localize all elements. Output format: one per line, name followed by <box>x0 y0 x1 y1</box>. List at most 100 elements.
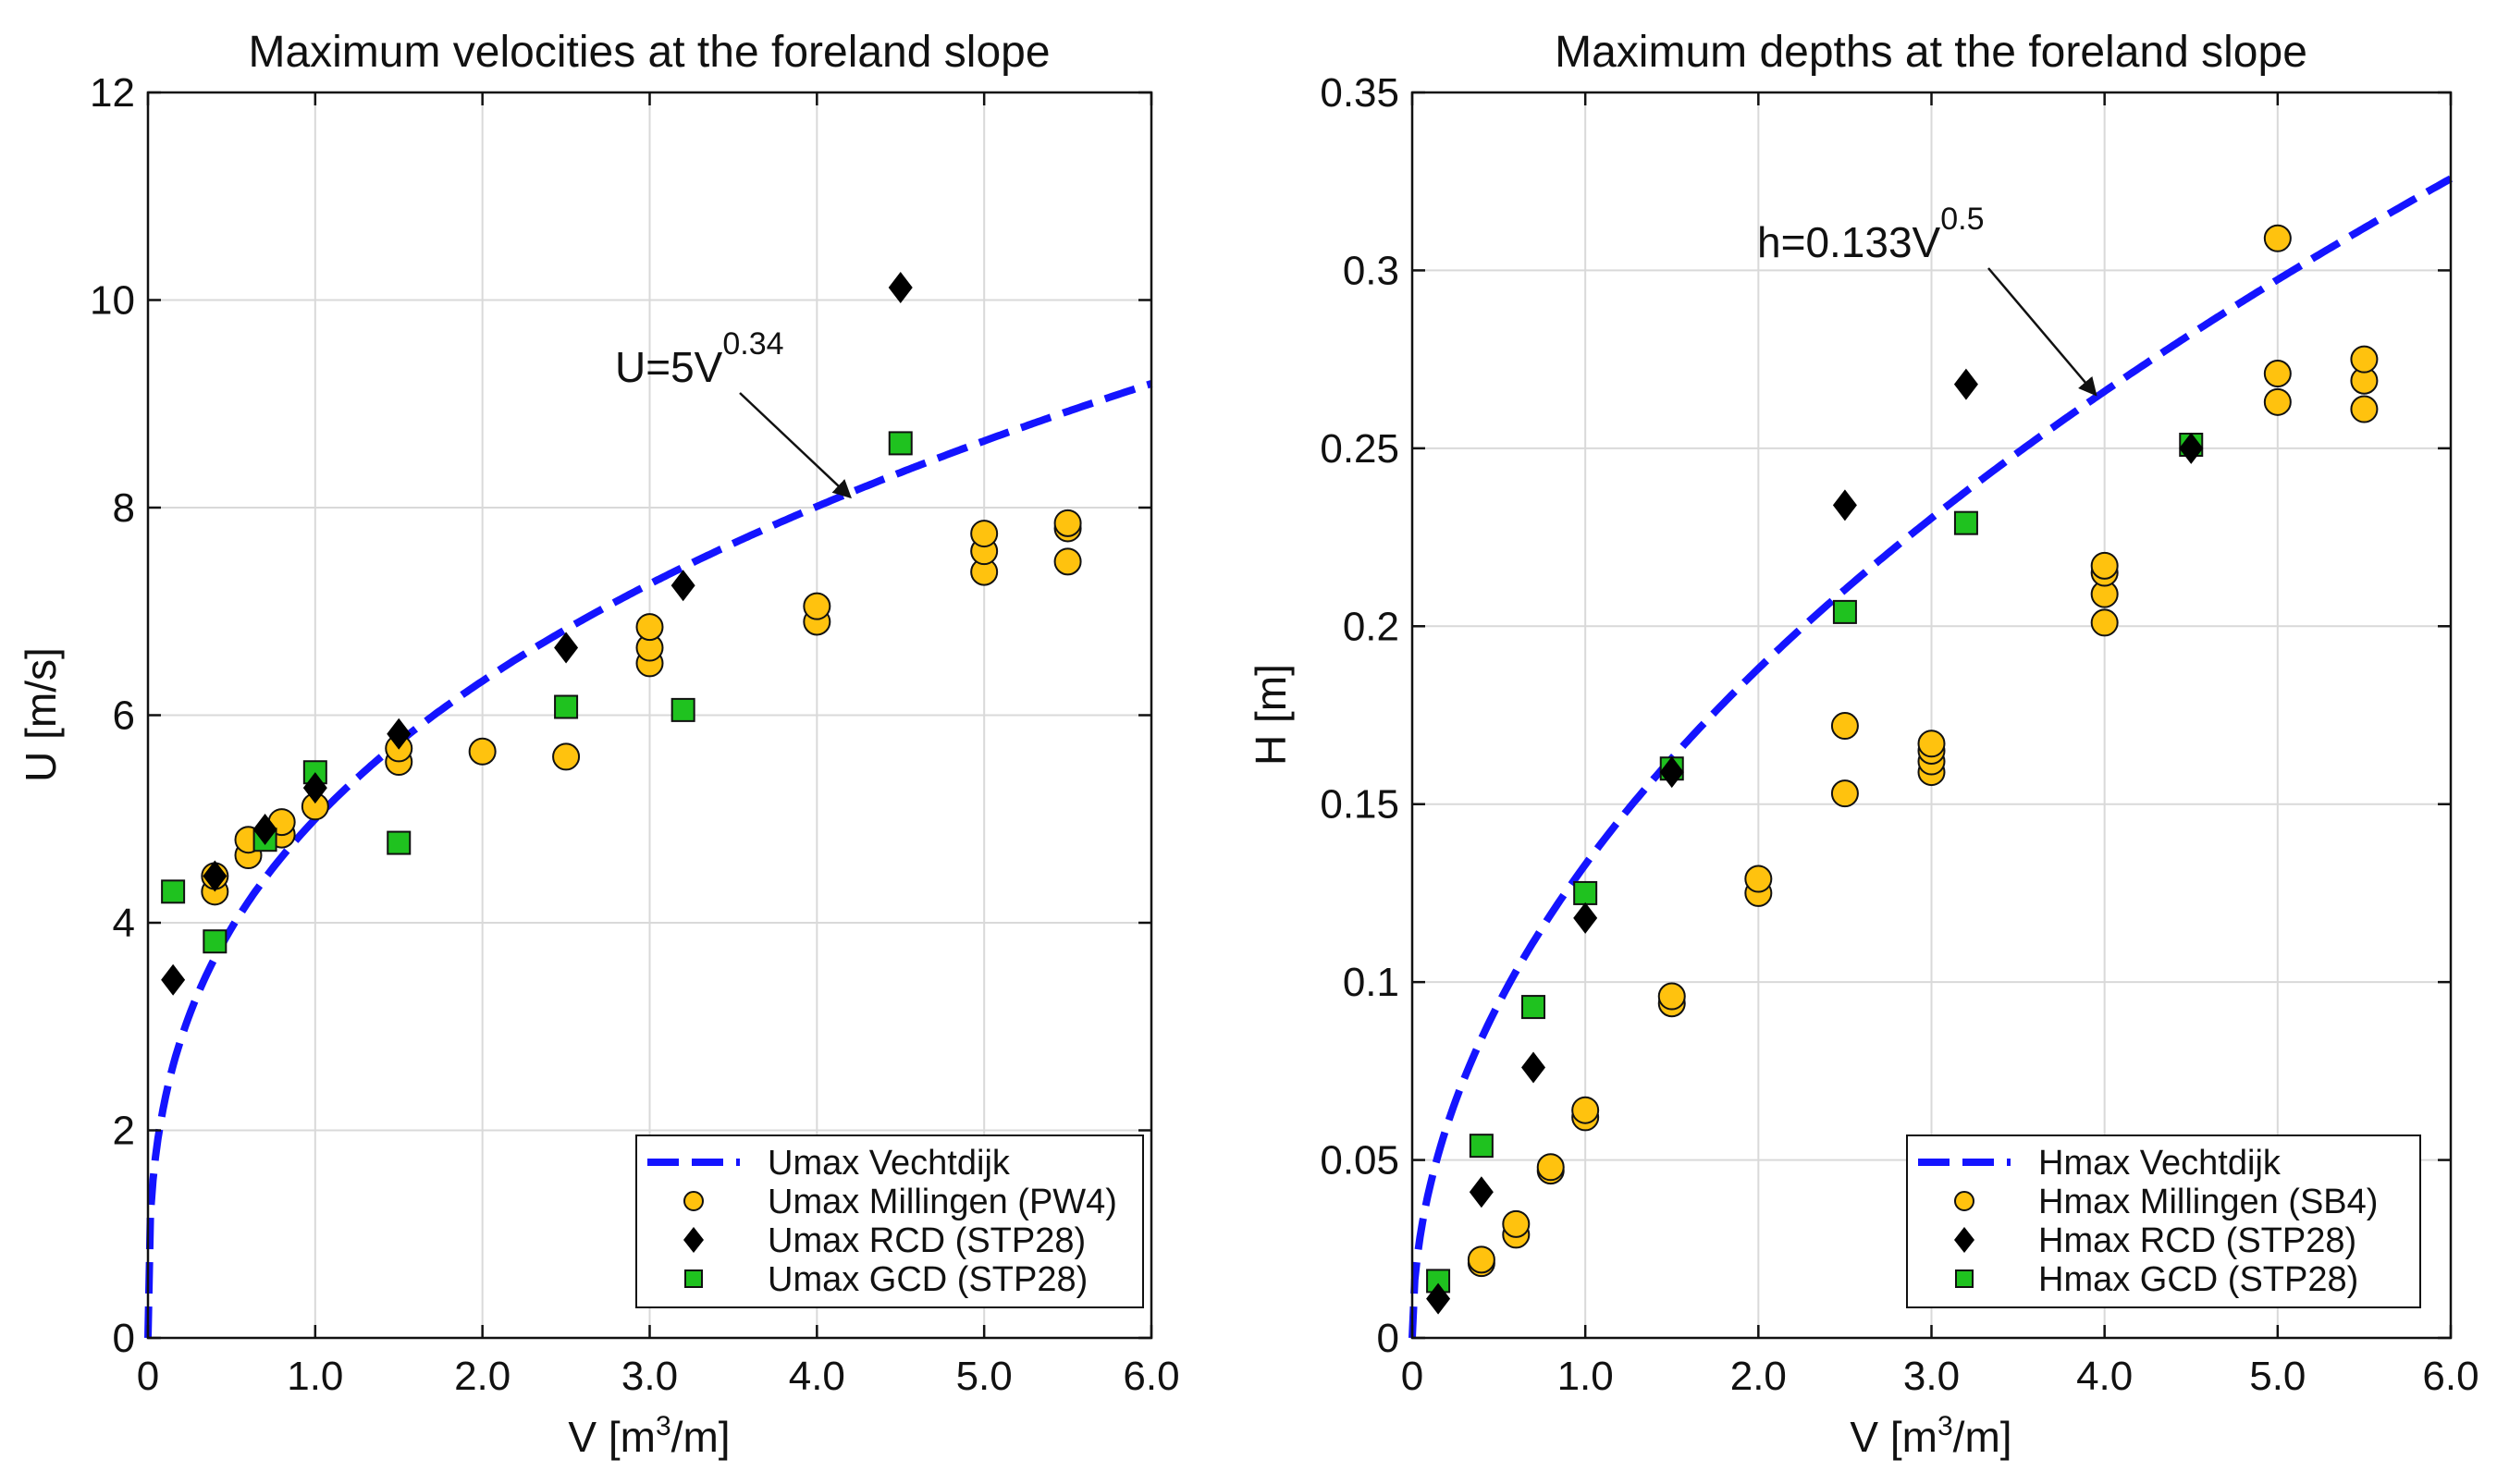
data-point-millingen <box>1830 779 1859 808</box>
data-point-gcd <box>203 929 228 954</box>
legend-label-millingen: Umax Millingen (PW4) <box>768 1183 1117 1221</box>
data-point-millingen <box>1571 1096 1600 1124</box>
y-tick-label: 0.3 <box>1343 248 1399 293</box>
data-point-millingen <box>1917 730 1946 758</box>
x-axis-label: V [m3/m] <box>1850 1411 2011 1461</box>
fit-line-layer <box>1408 175 2453 1339</box>
data-point-millingen <box>1657 982 1686 1011</box>
x-tick-label: 1.0 <box>1557 1354 1614 1399</box>
data-point-millingen <box>2350 395 2379 423</box>
x-tick-label: 5.0 <box>956 1354 1013 1399</box>
legend-label-fit: Umax Vechtdijk <box>768 1144 1011 1183</box>
data-point-millingen <box>1502 1209 1531 1238</box>
legend: Hmax Vechtdijk Hmax Millingen (SB4) Hmax… <box>1906 1134 2421 1308</box>
fit-curve <box>1408 175 2453 1339</box>
data-point-millingen <box>2263 387 2292 416</box>
data-point-millingen <box>1830 712 1859 741</box>
data-point-millingen <box>2090 551 2119 580</box>
y-tick-label: 0 <box>1377 1316 1399 1361</box>
x-tick-label: 3.0 <box>1903 1354 1960 1399</box>
x-tick-label: 6.0 <box>2422 1354 2479 1399</box>
data-point-gcd <box>1573 880 1598 905</box>
data-point-millingen <box>1053 509 1082 537</box>
y-tick-label: 0.25 <box>1320 426 1399 472</box>
legend-label-fit: Hmax Vechtdijk <box>2038 1144 2282 1183</box>
y-tick-label: 4 <box>113 901 135 946</box>
markers-layer <box>1426 224 2379 1315</box>
x-tick-label: 6.0 <box>1123 1354 1179 1399</box>
y-tick-label: 0.05 <box>1320 1138 1399 1184</box>
legend-square-marker <box>684 1269 703 1288</box>
legend-label-rcd: Umax RCD (STP28) <box>768 1221 1086 1260</box>
fit-annotation: h=0.133V0.5 <box>1757 202 2097 397</box>
x-tick-label: 3.0 <box>621 1354 678 1399</box>
legend-label-rcd: Hmax RCD (STP28) <box>2038 1221 2356 1260</box>
x-tick-label: 2.0 <box>454 1354 510 1399</box>
data-point-millingen <box>635 613 664 642</box>
x-tick-label: 4.0 <box>2076 1354 2133 1399</box>
y-axis-label: H [m] <box>1247 664 1295 766</box>
velocity-chart: 0 1.0 2.0 3.0 4.0 5.0 6.0 0 2 4 6 8 10 12 Maximum vel… <box>17 28 1180 1461</box>
data-point-gcd <box>1521 995 1546 1020</box>
data-point-gcd <box>554 694 579 719</box>
chart-title: Maximum depths at the foreland slope <box>1555 28 2307 77</box>
annotation-text: U=5V0.34 <box>615 326 784 391</box>
x-tick-label: 4.0 <box>789 1354 845 1399</box>
data-point-millingen <box>1053 547 1082 576</box>
data-point-rcd <box>2179 432 2204 464</box>
data-point-gcd <box>888 431 913 456</box>
x-axis-label: V [m3/m] <box>568 1411 730 1461</box>
y-tick-label: 12 <box>90 70 135 116</box>
x-tick-label: 2.0 <box>1730 1354 1787 1399</box>
data-point-rcd <box>1521 1051 1546 1084</box>
depth-chart: 0 1.0 2.0 3.0 4.0 5.0 6.0 0 0.05 0.1 0.15 0.2 0.25 0.… <box>1247 28 2479 1461</box>
legend-label-gcd: Hmax GCD (STP28) <box>2038 1260 2358 1299</box>
data-point-millingen <box>552 742 581 771</box>
data-point-millingen <box>970 520 999 548</box>
markers-layer <box>161 272 1082 996</box>
legend-circle-marker <box>683 1191 704 1211</box>
annotation-arrow <box>1987 267 2097 397</box>
y-tick-label: 6 <box>113 693 135 739</box>
y-tick-label: 8 <box>113 485 135 531</box>
data-point-rcd <box>252 813 277 845</box>
x-tick-label: 1.0 <box>287 1354 343 1399</box>
data-point-rcd <box>203 860 228 892</box>
tick-layer: 0 1.0 2.0 3.0 4.0 5.0 6.0 0 2 4 6 8 10 12 <box>90 70 1180 1399</box>
x-tick-label: 0 <box>1401 1354 1423 1399</box>
data-point-gcd <box>1953 510 1978 535</box>
data-point-gcd <box>161 879 186 904</box>
y-tick-label: 0 <box>113 1316 135 1361</box>
data-point-rcd <box>387 717 412 750</box>
y-tick-label: 2 <box>113 1109 135 1154</box>
data-point-millingen <box>1744 865 1773 893</box>
legend-diamond-marker <box>683 1227 704 1253</box>
data-point-millingen <box>1467 1245 1495 1274</box>
legend: Umax Vechtdijk Umax Millingen (PW4) Umax… <box>635 1134 1144 1308</box>
data-point-rcd <box>554 632 579 664</box>
y-tick-label: 10 <box>90 278 135 324</box>
legend-circle-marker <box>1954 1191 1974 1211</box>
legend-label-millingen: Hmax Millingen (SB4) <box>2038 1183 2378 1221</box>
data-point-rcd <box>1573 901 1598 934</box>
data-point-gcd <box>387 830 412 855</box>
chart-title: Maximum velocities at the foreland slope <box>248 28 1050 77</box>
annotation-text: h=0.133V0.5 <box>1757 202 1985 266</box>
fit-annotation: U=5V0.34 <box>615 326 852 499</box>
legend-diamond-marker <box>1954 1227 1974 1253</box>
data-point-rcd <box>302 772 327 804</box>
data-point-rcd <box>1469 1176 1494 1208</box>
data-point-millingen <box>468 737 497 766</box>
data-point-millingen <box>1536 1153 1565 1182</box>
y-tick-label: 0.35 <box>1320 70 1399 116</box>
data-point-rcd <box>670 570 695 602</box>
data-point-rcd <box>1832 489 1857 521</box>
x-tick-label: 0 <box>137 1354 159 1399</box>
y-tick-label: 0.2 <box>1343 604 1399 649</box>
data-point-rcd <box>888 272 913 304</box>
legend-label-gcd: Umax GCD (STP28) <box>768 1260 1088 1299</box>
data-point-millingen <box>803 592 831 620</box>
data-point-millingen <box>2263 360 2292 388</box>
data-point-rcd <box>1426 1282 1451 1315</box>
